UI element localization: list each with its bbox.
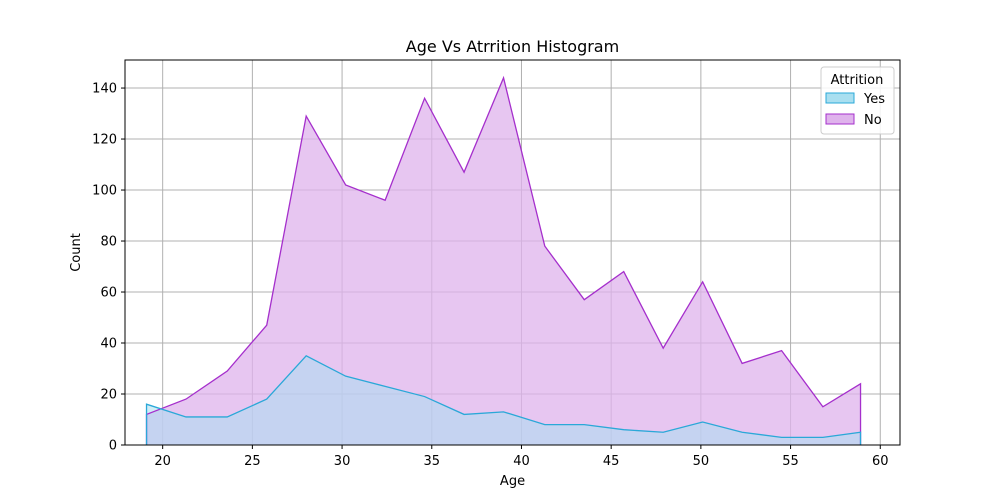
legend: Attrition Yes No (820, 66, 895, 135)
x-tick-label: 50 (693, 454, 710, 469)
x-tick-label: 40 (513, 454, 530, 469)
y-tick-label: 60 (100, 286, 117, 301)
legend-title: Attrition (831, 73, 884, 88)
legend-label-no: No (864, 113, 882, 128)
y-tick-label: 140 (92, 82, 117, 97)
x-tick-label: 25 (244, 454, 261, 469)
tick-layer: 20 25 30 35 40 45 50 55 60 0 20 40 60 80 100 120 140 (92, 82, 888, 469)
legend-label-yes: Yes (863, 92, 885, 107)
area-no (146, 77, 861, 445)
legend-swatch-no (825, 113, 855, 125)
x-tick-label: 55 (782, 454, 799, 469)
x-axis-label: Age (500, 474, 525, 489)
y-tick-label: 20 (100, 388, 117, 403)
y-tick-label: 40 (100, 337, 117, 352)
x-tick-label: 20 (154, 454, 171, 469)
y-tick-label: 80 (100, 235, 117, 250)
area-yes (146, 355, 861, 445)
chart-title: Age Vs Atrrition Histogram (406, 37, 619, 56)
x-tick-label: 30 (334, 454, 351, 469)
y-axis-label: Count (69, 233, 84, 272)
x-tick-label: 35 (423, 454, 440, 469)
y-tick-label: 100 (92, 184, 117, 199)
y-tick-label: 0 (109, 439, 117, 454)
legend-items: Yes No (825, 92, 885, 128)
x-tick-label: 45 (603, 454, 620, 469)
x-tick-label: 60 (872, 454, 889, 469)
y-tick-label: 120 (92, 133, 117, 148)
series-layer (145, 75, 862, 445)
plot-frame (124, 59, 901, 446)
legend-swatch-yes (825, 92, 855, 104)
